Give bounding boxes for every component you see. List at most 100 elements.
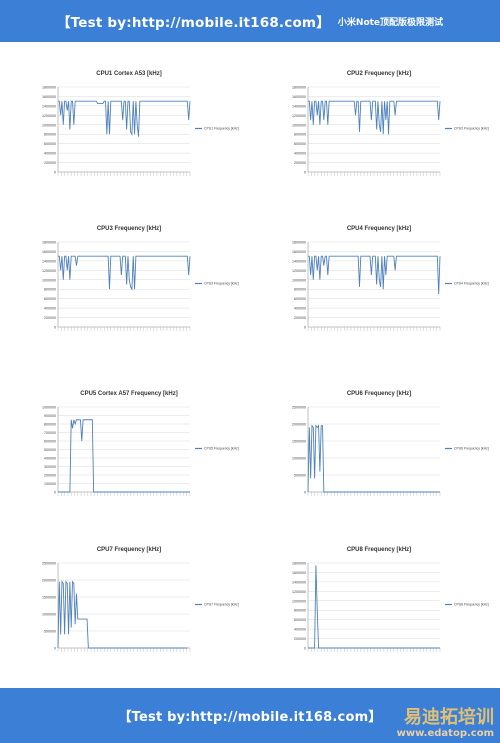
y-tick-label: 2500000 — [292, 406, 306, 410]
chart-title: CPU6 Frequency [kHz] — [347, 391, 411, 397]
y-tick-label: 200000 — [44, 161, 56, 165]
y-tick-label: 700000 — [44, 431, 56, 435]
legend-label: CPU7 Frequency [kHz] — [204, 603, 239, 607]
y-tick-label: 2000000 — [292, 423, 306, 427]
y-tick-label: 500000 — [44, 448, 56, 452]
y-tick-label: 1200000 — [292, 114, 306, 118]
chart-cpu3: CPU3 Frequency [kHz] 1800000 1600000 140000… — [42, 226, 239, 331]
series-line — [58, 100, 191, 137]
footer-title: 【Test by:http://mobile.it168.com】 — [118, 710, 382, 725]
series-line — [307, 424, 440, 493]
series-line — [308, 255, 441, 294]
y-tick-label: 500000 — [44, 630, 56, 634]
y-tick-label: 200000 — [44, 474, 56, 478]
y-tick-label: 400000 — [44, 152, 56, 156]
y-tick-label: 1000000 — [42, 278, 56, 282]
y-tick-label: 1600000 — [292, 571, 306, 575]
chart-cpu7: CPU7 Frequency [kHz] 2500000 2000000 150000… — [42, 547, 239, 652]
y-tick-label: 1800000 — [292, 562, 306, 566]
y-tick-label: 1600000 — [292, 95, 306, 99]
legend-label: CPU6 Frequency [kHz] — [454, 447, 489, 451]
y-tick-label: 600000 — [294, 142, 306, 146]
chart-title: CPU1 Cortex A53 [kHz] — [96, 71, 161, 77]
y-tick-label: 400000 — [294, 152, 306, 156]
y-tick-label: 0 — [54, 491, 56, 495]
y-tick-label: 2000000 — [42, 579, 56, 583]
bottom-banner: 【Test by:http://mobile.it168.com】 易迪拓培训 … — [0, 688, 500, 743]
chart-title: CPU3 Frequency [kHz] — [97, 226, 161, 232]
y-tick-label: 200000 — [44, 316, 56, 320]
y-tick-label: 800000 — [294, 288, 306, 292]
chart-title: CPU7 Frequency [kHz] — [97, 547, 161, 553]
series-line — [308, 565, 440, 649]
y-tick-label: 800000 — [294, 133, 306, 137]
y-tick-label: 1000000 — [292, 278, 306, 282]
y-tick-label: 600000 — [44, 142, 56, 146]
y-tick-label: 1600000 — [292, 250, 306, 254]
y-tick-label: 1600000 — [42, 250, 56, 254]
y-tick-label: 300000 — [44, 465, 56, 469]
chart-title: CPU8 Frequency [kHz] — [347, 547, 411, 553]
banner-subtitle: 小米Note顶配版极限测试 — [337, 17, 444, 28]
legend-label: CPU3 Frequency [kHz] — [204, 282, 239, 286]
y-tick-label: 0 — [54, 326, 56, 330]
y-tick-label: 200000 — [294, 637, 306, 641]
y-tick-label: 1000000 — [42, 123, 56, 127]
y-tick-label: 400000 — [294, 307, 306, 311]
y-tick-label: 0 — [304, 326, 306, 330]
y-tick-label: 600000 — [294, 297, 306, 301]
y-tick-label: 800000 — [44, 288, 56, 292]
y-tick-label: 1500000 — [42, 596, 56, 600]
y-tick-label: 0 — [54, 647, 56, 651]
y-tick-label: 600000 — [44, 297, 56, 301]
y-tick-label: 1800000 — [292, 86, 306, 90]
chart-cpu6: CPU6 Frequency [kHz] 2500000 2000000 150000… — [292, 391, 489, 496]
chart-cpu4: CPU4 Frequency [kHz] 1800000 1600000 140000… — [292, 226, 489, 331]
y-tick-label: 200000 — [294, 316, 306, 320]
y-tick-label: 1200000 — [292, 269, 306, 273]
watermark-url: www.edatop.com — [396, 728, 494, 739]
y-tick-label: 100000 — [44, 482, 56, 486]
chart-title: CPU4 Frequency [kHz] — [347, 226, 411, 232]
y-tick-label: 1800000 — [42, 241, 56, 245]
y-tick-label: 1000000 — [292, 457, 306, 461]
y-tick-label: 1400000 — [292, 580, 306, 584]
y-tick-label: 0 — [304, 491, 306, 495]
chart-cpu8: CPU8 Frequency [kHz] 1800000 1600000 140000… — [292, 547, 489, 652]
y-tick-label: 1800000 — [292, 241, 306, 245]
legend-label: CPU5 Frequency [kHz] — [204, 447, 239, 451]
legend-label: CPU8 Frequency [kHz] — [454, 603, 489, 607]
y-tick-label: 600000 — [44, 440, 56, 444]
watermark: 易迪拓培训 www.edatop.com — [396, 707, 494, 740]
y-tick-label: 200000 — [294, 161, 306, 165]
y-tick-label: 1000000 — [42, 406, 56, 410]
series-line — [308, 100, 441, 135]
y-tick-label: 400000 — [294, 628, 306, 632]
y-tick-label: 800000 — [294, 609, 306, 613]
y-tick-label: 0 — [304, 647, 306, 651]
y-tick-label: 400000 — [44, 457, 56, 461]
y-tick-label: 1400000 — [42, 259, 56, 263]
y-tick-label: 1600000 — [42, 95, 56, 99]
series-line — [58, 419, 190, 493]
y-tick-label: 400000 — [44, 307, 56, 311]
y-tick-label: 2500000 — [42, 562, 56, 566]
chart-cpu1: CPU1 Cortex A53 [kHz] 1800000 1600000 14000… — [42, 71, 239, 176]
top-banner: 【Test by:http://mobile.it168.com】 小米Note… — [0, 0, 500, 42]
y-tick-label: 1000000 — [292, 123, 306, 127]
watermark-text: 易迪拓培训 — [404, 707, 494, 728]
y-tick-label: 500000 — [294, 474, 306, 478]
y-tick-label: 0 — [54, 171, 56, 175]
y-tick-label: 1400000 — [292, 104, 306, 108]
legend-label: CPU2 Frequency [kHz] — [454, 127, 489, 131]
y-tick-label: 1800000 — [42, 86, 56, 90]
chart-cpu5: CPU5 Cortex A57 Frequency [kHz]100000090… — [42, 391, 239, 496]
series-line — [57, 580, 188, 649]
y-tick-label: 800000 — [44, 423, 56, 427]
y-tick-label: 900000 — [44, 414, 56, 418]
y-tick-label: 1400000 — [292, 259, 306, 263]
y-tick-label: 800000 — [44, 133, 56, 137]
series-line — [58, 255, 191, 291]
banner-title: 【Test by:http://mobile.it168.com】 — [56, 15, 330, 31]
y-tick-label: 1500000 — [292, 440, 306, 444]
